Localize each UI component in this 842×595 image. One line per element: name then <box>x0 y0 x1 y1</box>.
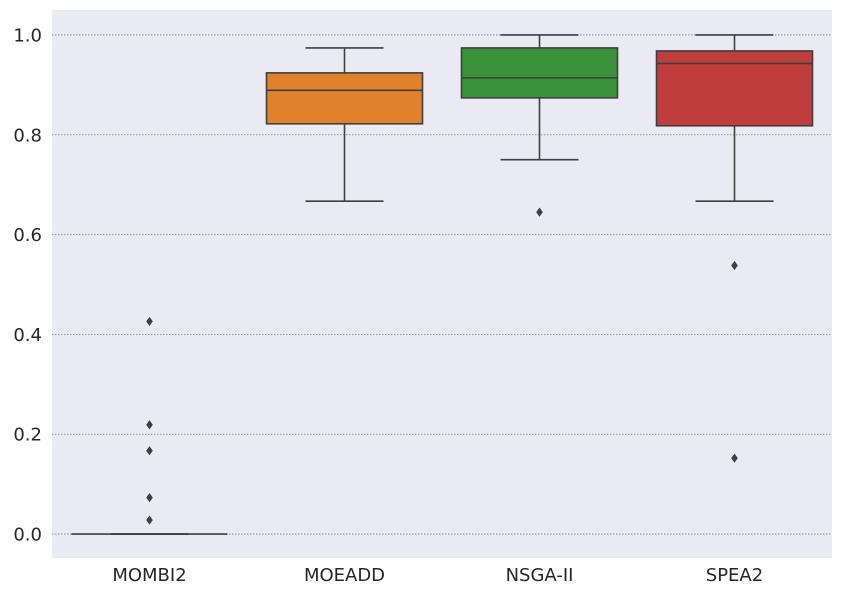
outlier-point <box>536 207 543 217</box>
y-tick-label: 0.8 <box>13 125 42 146</box>
boxes <box>71 34 814 535</box>
x-axis-tick-labels: MOMBI2 MOEADD NSGA-II SPEA2 <box>112 565 763 586</box>
outlier-point <box>146 515 153 525</box>
y-tick-label: 0.6 <box>13 225 42 246</box>
outlier-point <box>146 420 153 430</box>
y-axis-tick-labels: 0.0 0.2 0.4 0.6 0.8 1.0 <box>13 25 42 545</box>
x-tick-label: NSGA-II <box>506 565 574 586</box>
box-iqr <box>265 72 424 125</box>
box-spea2 <box>655 34 814 463</box>
y-tick-label: 0.4 <box>13 325 42 346</box>
y-tick-label: 0.2 <box>13 425 42 446</box>
outlier-point <box>146 316 153 327</box>
x-tick-label: SPEA2 <box>706 565 763 586</box>
box-iqr <box>655 50 814 127</box>
outlier-point <box>731 453 738 463</box>
box-iqr <box>460 47 619 99</box>
x-tick-label: MOEADD <box>304 565 385 586</box>
box-moeadd <box>265 47 424 202</box>
y-tick-label: 0.0 <box>13 525 42 546</box>
box-nsga-ii <box>460 34 619 217</box>
box-mombi2 <box>71 316 228 535</box>
y-tick-label: 1.0 <box>13 25 42 46</box>
x-tick-label: MOMBI2 <box>112 565 186 586</box>
outlier-point <box>731 260 738 271</box>
outlier-point <box>146 493 153 503</box>
outlier-point <box>146 446 153 456</box>
